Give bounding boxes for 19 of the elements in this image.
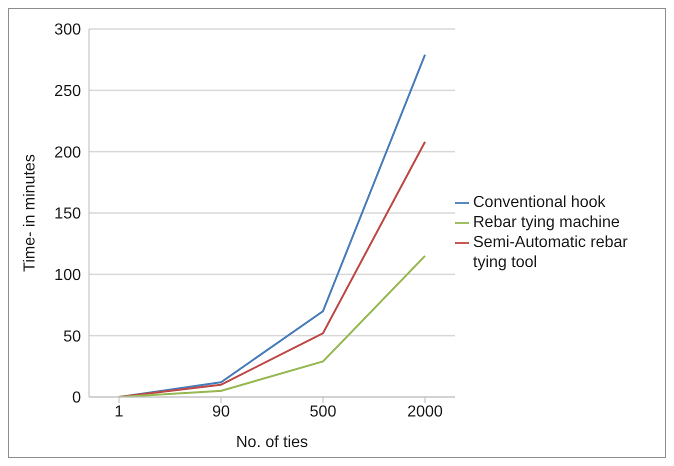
x-tick-label: 500 xyxy=(310,403,336,420)
y-axis-title: Time- in minutes xyxy=(22,154,39,272)
x-tick-label: 90 xyxy=(212,403,230,420)
y-tick-label: 0 xyxy=(72,390,82,407)
line-series xyxy=(118,140,426,397)
line-series xyxy=(118,54,426,397)
x-tick-label: 1 xyxy=(114,403,124,420)
legend-label: Conventional hook xyxy=(473,193,607,213)
y-tick-label: 250 xyxy=(54,83,82,100)
x-tick-label: 2000 xyxy=(407,403,443,420)
y-tick-label: 200 xyxy=(54,144,82,162)
y-tick-label: 100 xyxy=(54,267,82,284)
y-tick-label: 300 xyxy=(54,22,82,39)
x-axis-title: No. of ties xyxy=(236,434,308,451)
y-tick-label: 50 xyxy=(63,328,82,346)
line-series xyxy=(118,254,426,397)
y-tick-label: 150 xyxy=(54,206,82,223)
legend-label: Rebar tying machine xyxy=(473,213,621,233)
legend-label: Semi-Automatic rebar tying tool xyxy=(473,233,629,273)
